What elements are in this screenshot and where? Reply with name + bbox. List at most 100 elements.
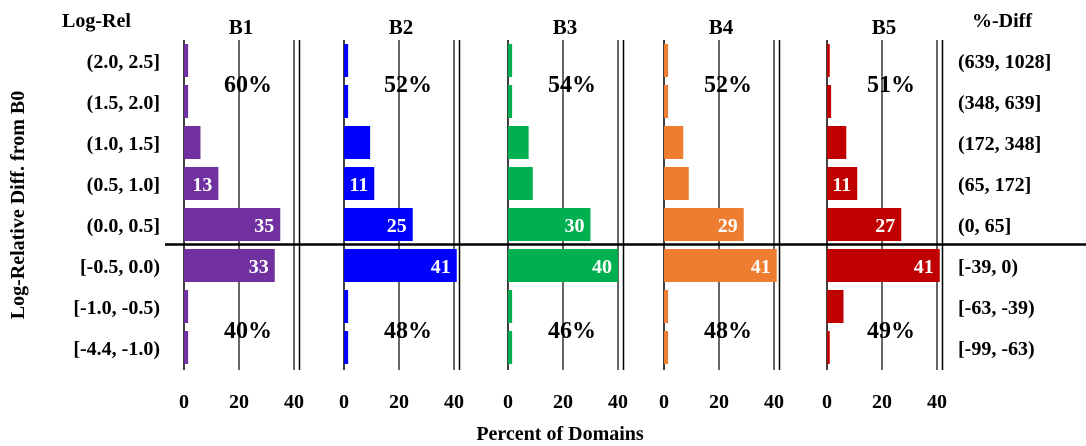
bar bbox=[664, 85, 669, 118]
upper-percent-label: 51% bbox=[867, 72, 915, 98]
panel-title: B4 bbox=[709, 15, 734, 39]
category-label: (0.5, 1.0] bbox=[87, 174, 160, 196]
right-label: [-63, -39) bbox=[958, 297, 1035, 319]
bar bbox=[508, 167, 533, 200]
bar bbox=[827, 44, 830, 77]
panel-b1: B1 13 35 33 60% 40% 0 20 40 bbox=[179, 15, 304, 413]
bar bbox=[184, 208, 281, 241]
upper-percent-label: 60% bbox=[224, 72, 272, 98]
bar bbox=[184, 290, 189, 323]
bar bbox=[508, 331, 513, 364]
bar bbox=[344, 208, 413, 241]
category-label: (2.0, 2.5] bbox=[87, 51, 160, 73]
lower-percent-label: 46% bbox=[548, 318, 596, 344]
category-label: [-1.0, -0.5) bbox=[73, 297, 160, 319]
x-tick-label: 20 bbox=[389, 391, 409, 413]
bar bbox=[344, 85, 349, 118]
panel-b3: B3 30 40 54% 46% 0 20 40 bbox=[503, 15, 628, 413]
x-tick-label: 20 bbox=[229, 391, 249, 413]
panel-title: B3 bbox=[553, 15, 578, 39]
bar bbox=[344, 249, 457, 282]
value-label: 41 bbox=[431, 256, 451, 278]
category-label: (0.0, 0.5] bbox=[87, 215, 160, 237]
value-label: 11 bbox=[832, 174, 851, 196]
upper-percent-label: 52% bbox=[704, 72, 752, 98]
value-label: 29 bbox=[718, 215, 738, 237]
y-axis-label: Log-Relative Diff. from B0 bbox=[7, 91, 29, 319]
bar bbox=[184, 167, 219, 200]
bar bbox=[827, 85, 832, 118]
bar bbox=[344, 167, 375, 200]
category-label: [-0.5, 0.0) bbox=[80, 256, 160, 278]
bar bbox=[664, 44, 669, 77]
bar bbox=[508, 85, 513, 118]
value-label: 41 bbox=[914, 256, 934, 278]
x-tick-label: 0 bbox=[822, 391, 832, 413]
bar bbox=[827, 167, 858, 200]
panel-b2: B2 11 25 41 52% 48% 0 20 40 bbox=[339, 15, 464, 413]
right-label: [-39, 0) bbox=[958, 256, 1018, 278]
right-label: (172, 348] bbox=[958, 133, 1041, 155]
panel-title: B2 bbox=[389, 15, 414, 39]
bar bbox=[664, 208, 744, 241]
upper-percent-label: 54% bbox=[548, 72, 596, 98]
bar bbox=[344, 44, 349, 77]
x-tick-label: 40 bbox=[764, 391, 784, 413]
value-label: 27 bbox=[875, 215, 895, 237]
bar bbox=[508, 249, 618, 282]
bar bbox=[184, 44, 189, 77]
category-label: (1.0, 1.5] bbox=[87, 133, 160, 155]
bar bbox=[344, 126, 371, 159]
value-label: 30 bbox=[565, 215, 585, 237]
bar bbox=[184, 331, 189, 364]
bar bbox=[344, 290, 349, 323]
right-header: %-Diff bbox=[972, 10, 1032, 32]
x-tick-label: 40 bbox=[284, 391, 304, 413]
bar bbox=[827, 290, 844, 323]
lower-percent-label: 48% bbox=[384, 318, 432, 344]
right-label: (639, 1028] bbox=[958, 51, 1051, 73]
lower-percent-label: 48% bbox=[704, 318, 752, 344]
x-tick-label: 40 bbox=[444, 391, 464, 413]
panel-b4: B4 29 41 52% 48% 0 20 40 bbox=[659, 15, 784, 413]
value-label: 11 bbox=[349, 174, 368, 196]
right-label: (65, 172] bbox=[958, 174, 1031, 196]
value-label: 35 bbox=[254, 215, 274, 237]
value-label: 40 bbox=[592, 256, 612, 278]
x-tick-label: 20 bbox=[709, 391, 729, 413]
bar bbox=[664, 167, 689, 200]
bar bbox=[344, 331, 349, 364]
x-tick-label: 0 bbox=[339, 391, 349, 413]
bar bbox=[664, 290, 669, 323]
value-label: 25 bbox=[387, 215, 407, 237]
value-label: 41 bbox=[751, 256, 771, 278]
bar bbox=[827, 126, 847, 159]
bar bbox=[508, 126, 529, 159]
bar bbox=[184, 249, 275, 282]
bar bbox=[664, 126, 684, 159]
right-label: (348, 639] bbox=[958, 92, 1041, 114]
bar bbox=[664, 249, 777, 282]
x-tick-label: 0 bbox=[503, 391, 513, 413]
right-label: (0, 65] bbox=[958, 215, 1011, 237]
upper-percent-label: 52% bbox=[384, 72, 432, 98]
bar bbox=[664, 331, 669, 364]
left-header: Log-Rel bbox=[62, 10, 131, 32]
category-label: [-4.4, -1.0) bbox=[73, 338, 160, 360]
category-label: (1.5, 2.0] bbox=[87, 92, 160, 114]
panel-b5: B5 11 27 41 51% 49% 0 20 40 bbox=[822, 15, 947, 413]
panel-title: B5 bbox=[872, 15, 897, 39]
x-tick-label: 0 bbox=[659, 391, 669, 413]
right-label: [-99, -63) bbox=[958, 338, 1035, 360]
bar bbox=[508, 208, 591, 241]
x-tick-label: 40 bbox=[608, 391, 628, 413]
bar bbox=[508, 44, 513, 77]
value-label: 13 bbox=[192, 174, 212, 196]
bar bbox=[508, 290, 513, 323]
bar bbox=[827, 249, 940, 282]
bar bbox=[827, 331, 830, 364]
lower-percent-label: 49% bbox=[867, 318, 915, 344]
